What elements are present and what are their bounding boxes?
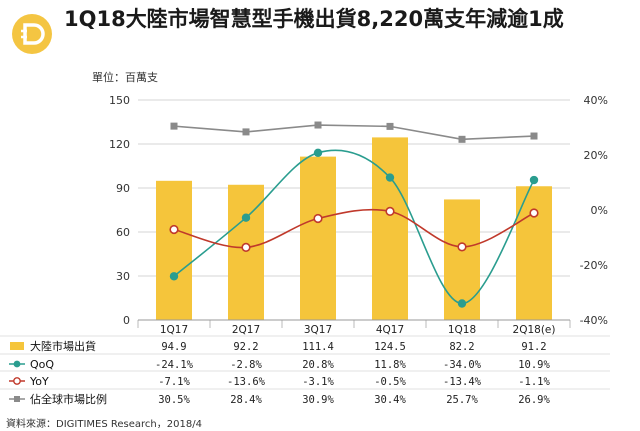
data-label: 30.5%: [158, 394, 190, 406]
bar: [300, 156, 336, 320]
series-point: [170, 122, 178, 130]
series-point: [314, 121, 322, 129]
y-right-tick-label: 40%: [584, 94, 608, 107]
data-label: 82.2: [449, 341, 474, 353]
series-point: [386, 122, 394, 130]
series-point: [242, 128, 250, 136]
bar: [156, 180, 192, 320]
legend-label: 佔全球市場比例: [30, 392, 107, 406]
data-label: 94.9: [161, 341, 186, 353]
series-point: [458, 135, 466, 143]
source-note: 資料來源：DIGITIMES Research，2018/4: [6, 419, 202, 430]
series-point: [385, 173, 395, 182]
legend-label: QoQ: [30, 358, 54, 371]
data-label: 25.7%: [446, 394, 478, 406]
data-label: 91.2: [521, 341, 546, 353]
data-label: -0.5%: [374, 376, 406, 388]
series-point: [169, 224, 179, 235]
series-point: [313, 213, 323, 224]
data-label: -2.8%: [230, 359, 262, 371]
data-label: 30.4%: [374, 394, 406, 406]
line-series: [169, 121, 539, 308]
y-right-tick-label: -20%: [580, 259, 608, 272]
bar: [372, 137, 408, 320]
series-line: [173, 124, 535, 141]
data-label: 10.9%: [518, 359, 550, 371]
data-label: -24.1%: [155, 359, 194, 371]
data-label: 124.5: [374, 341, 406, 353]
data-label: 92.2: [233, 341, 258, 353]
legend-key-marker: [13, 377, 21, 385]
series-point: [529, 175, 539, 185]
series-point: [385, 206, 395, 216]
x-tick-label: 4Q17: [376, 324, 404, 336]
legend-key-marker: [14, 396, 20, 402]
legend-key-marker: [13, 360, 21, 368]
data-label: -34.0%: [443, 359, 482, 371]
data-label: -3.1%: [302, 376, 334, 388]
data-label: 30.9%: [302, 394, 334, 406]
series-point: [457, 299, 467, 308]
y-left-tick-label: 120: [109, 138, 130, 151]
data-label: -1.1%: [518, 376, 550, 388]
y-left-tick-label: 90: [116, 182, 130, 195]
y-right-tick-label: 20%: [584, 149, 608, 162]
y-left-tick-label: 60: [116, 226, 130, 239]
series-point: [313, 148, 323, 157]
y-left-tick-label: 0: [123, 314, 130, 327]
series-point: [530, 132, 538, 140]
data-label: 26.9%: [518, 394, 550, 406]
page-title: 1Q18大陸市場智慧型手機出貨8,220萬支年減逾1成: [64, 7, 564, 31]
data-label: -7.1%: [158, 376, 190, 388]
series-point: [169, 272, 179, 281]
data-label: -13.6%: [227, 376, 266, 388]
unit-label: 單位：百萬支: [92, 71, 158, 84]
y-right-tick-label: 0%: [591, 204, 608, 217]
data-label: -13.4%: [443, 376, 482, 388]
legend-label: YoY: [29, 375, 49, 388]
y-right-tick-label: -40%: [580, 314, 608, 327]
x-tick-label: 2Q17: [232, 324, 260, 336]
series-point: [457, 242, 467, 252]
legend-label: 大陸市場出貨: [30, 339, 96, 353]
gridlines: [138, 99, 570, 321]
x-tick-label: 1Q18: [448, 324, 476, 336]
data-label: 20.8%: [302, 359, 334, 371]
legend-key-bar: [10, 342, 24, 350]
axes: 0 30 60 90 120 150 -40% -20% 0% 20% 40%: [109, 94, 608, 328]
y-left-tick-label: 30: [116, 270, 130, 283]
data-table: 1Q17 2Q17 3Q17 4Q17 1Q18 2Q18(e) 大陸市場出貨 94.9 92.…: [0, 324, 610, 406]
bar: [228, 184, 264, 320]
x-tick-label: 3Q17: [304, 324, 332, 336]
digitimes-logo-icon: [12, 14, 52, 54]
series-point: [241, 213, 251, 222]
series-point: [241, 242, 251, 252]
y-left-tick-label: 150: [109, 94, 130, 107]
bar-series: [156, 137, 552, 320]
x-tick-label: 1Q17: [160, 324, 188, 336]
data-label: 11.8%: [374, 359, 406, 371]
data-label: 28.4%: [230, 394, 262, 406]
x-tick-label: 2Q18(e): [513, 324, 556, 336]
data-label: 111.4: [302, 341, 334, 353]
series-point: [529, 208, 539, 218]
